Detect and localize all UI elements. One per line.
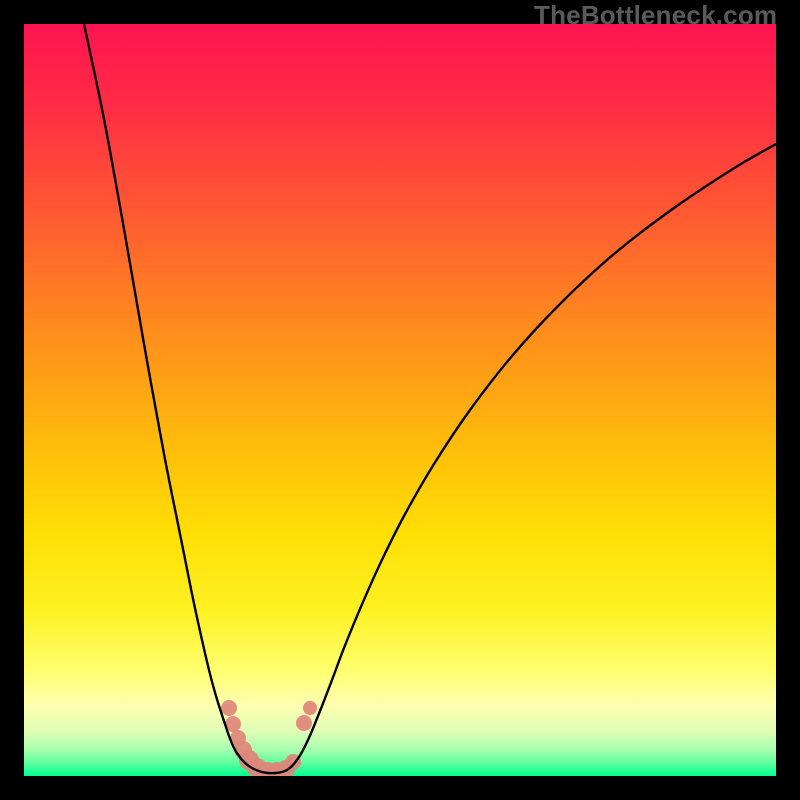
chart-frame: TheBottleneck.com bbox=[0, 0, 800, 800]
curve-marker bbox=[303, 701, 317, 715]
curve-marker bbox=[296, 715, 312, 731]
gradient-background bbox=[24, 24, 776, 776]
plot-area bbox=[24, 24, 776, 776]
chart-svg bbox=[24, 24, 776, 776]
curve-marker bbox=[221, 700, 237, 716]
watermark-text: TheBottleneck.com bbox=[534, 0, 777, 31]
